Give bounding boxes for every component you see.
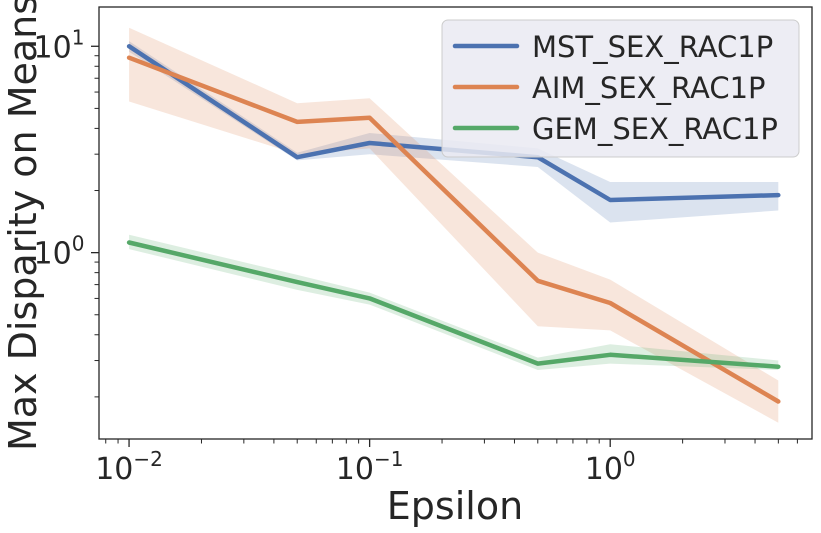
band-gem-sex-rac1p — [129, 234, 779, 370]
y-tick-label: 100 — [34, 232, 85, 272]
y-axis-title: Max Disparity on Means — [1, 0, 45, 451]
y-tick-label: 101 — [34, 25, 85, 65]
x-axis-title: Epsilon — [387, 484, 523, 528]
band-aim-sex-rac1p — [129, 27, 779, 423]
legend: MST_SEX_RAC1P AIM_SEX_RAC1P GEM_SEX_RAC1P — [441, 19, 800, 158]
legend-label-aim-sex-rac1p: AIM_SEX_RAC1P — [532, 71, 766, 105]
x-axis-ticks: 10−2 10−1 100 — [95, 439, 798, 487]
x-tick-label: 10−1 — [336, 447, 404, 487]
x-tick-label: 10−2 — [95, 447, 163, 487]
x-tick-label: 100 — [585, 447, 636, 487]
line-gem-sex-rac1p — [126, 240, 781, 369]
legend-box — [441, 19, 800, 158]
line-aim-sex-rac1p — [126, 55, 781, 404]
legend-label-mst-sex-rac1p: MST_SEX_RAC1P — [532, 30, 773, 64]
plot-frame — [98, 6, 813, 440]
legend-label-gem-sex-rac1p: GEM_SEX_RAC1P — [532, 112, 778, 146]
y-axis-ticks: 100 101 — [34, 25, 99, 398]
